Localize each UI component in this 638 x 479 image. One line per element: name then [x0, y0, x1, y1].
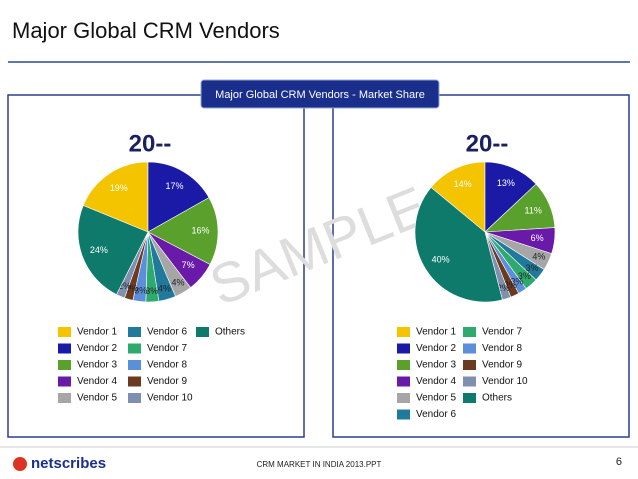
data-label: 17% [165, 181, 183, 191]
legend-label: Vendor 8 [147, 360, 187, 371]
logo-icon [13, 457, 27, 471]
legend-swatch [58, 360, 71, 370]
data-label: 4% [172, 278, 185, 288]
data-label: 3% [134, 285, 147, 295]
legend-label: Vendor 7 [482, 327, 522, 338]
data-label: 3% [526, 263, 539, 273]
legend-swatch [463, 327, 476, 337]
legend-swatch [128, 327, 141, 337]
left-panel [7, 94, 305, 438]
legend-swatch [463, 376, 476, 387]
legend-label: Vendor 6 [416, 409, 456, 420]
legend-label: Vendor 1 [416, 327, 456, 338]
legend-swatch [397, 343, 410, 354]
legend-label: Vendor 4 [416, 376, 456, 387]
data-label: 16% [191, 226, 209, 236]
chart-title: 20-- [129, 130, 172, 157]
data-label: 2% [497, 283, 510, 293]
legend-label: Vendor 2 [77, 343, 117, 354]
banner [200, 79, 440, 109]
pie-slice [430, 161, 486, 233]
legend-swatch [58, 393, 71, 403]
legend-label: Vendor 10 [147, 393, 193, 404]
data-label: 6% [531, 233, 544, 243]
legend-swatch [128, 393, 141, 403]
legend-label: Vendor 6 [147, 327, 187, 338]
legend-swatch [58, 343, 71, 354]
pie-slice [414, 186, 503, 303]
banner-text: Major Global CRM Vendors - Market Share [215, 89, 425, 101]
legend-label: Vendor 8 [482, 343, 522, 354]
legend-swatch [397, 409, 410, 420]
legend-label: Vendor 5 [416, 393, 456, 404]
legend-swatch [397, 327, 410, 337]
legend-label: Vendor 9 [482, 360, 522, 371]
legend-swatch [128, 360, 141, 370]
data-label: 40% [432, 255, 450, 265]
data-label: 2% [504, 280, 517, 290]
legend-label: Vendor 2 [416, 343, 456, 354]
pie-slice [77, 205, 149, 295]
data-label: 7% [182, 260, 195, 270]
data-label: 3% [145, 286, 158, 296]
legend-swatch [463, 393, 476, 403]
legend-label: Vendor 10 [482, 376, 528, 387]
data-label: 2% [125, 284, 138, 294]
legend-label: Others [482, 393, 512, 404]
legend-swatch [463, 360, 476, 370]
legend-swatch [397, 360, 410, 370]
data-label: 11% [525, 206, 542, 216]
chart-title: 20-- [466, 130, 509, 157]
data-label: 14% [454, 179, 472, 189]
data-label: 13% [497, 178, 515, 188]
legend-label: Vendor 5 [77, 393, 117, 404]
pie-slice [484, 161, 537, 233]
legend-swatch [397, 393, 410, 403]
legend-label: Vendor 9 [147, 376, 187, 387]
logo: netscribes [31, 455, 106, 472]
legend-swatch [58, 327, 71, 337]
legend-swatch [128, 376, 141, 387]
pie-slice [147, 161, 210, 233]
legend-label: Vendor 7 [147, 343, 187, 354]
data-label: 4% [532, 252, 545, 262]
watermark: SAMPLE [201, 174, 435, 318]
legend-label: Vendor 4 [77, 376, 117, 387]
legend-label: Vendor 3 [77, 360, 117, 371]
data-label: 24% [90, 245, 108, 255]
legend-swatch [128, 343, 141, 354]
legend-swatch [463, 343, 476, 354]
legend-label: Vendor 3 [416, 360, 456, 371]
right-panel [332, 94, 630, 438]
data-label: 19% [110, 183, 128, 193]
slide-title: Major Global CRM Vendors [12, 18, 280, 43]
legend-swatch [397, 376, 410, 387]
data-label: 4% [158, 284, 171, 294]
data-label: 2% [118, 281, 131, 291]
legend-swatch [58, 376, 71, 387]
legend-label: Vendor 1 [77, 327, 117, 338]
footer-text: CRM MARKET IN INDIA 2013.PPT [257, 460, 382, 469]
data-label: 3% [518, 271, 531, 281]
page-number: 6 [616, 456, 622, 468]
legend-swatch [196, 327, 209, 337]
pie-slice [147, 197, 219, 265]
pie-slice [82, 161, 149, 233]
data-label: 2% [510, 277, 523, 287]
legend-label: Others [215, 327, 245, 338]
